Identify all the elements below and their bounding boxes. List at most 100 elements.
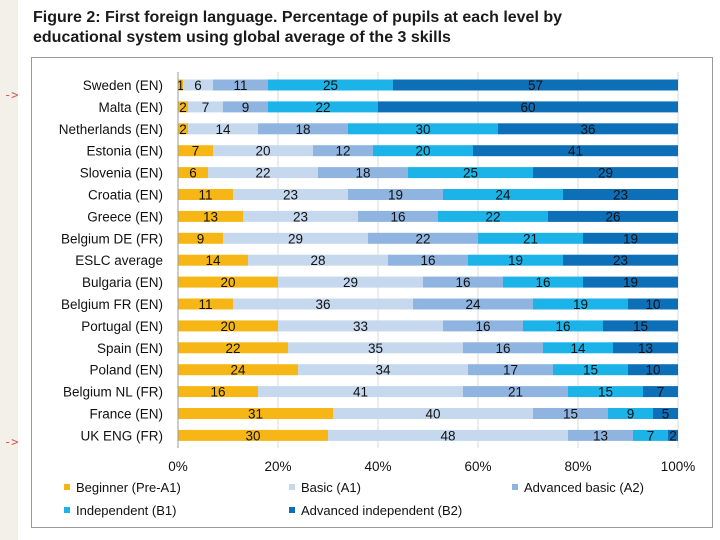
bar-segment — [568, 386, 643, 398]
data-label: 19 — [508, 253, 523, 268]
data-label: 31 — [248, 407, 263, 422]
data-label: 13 — [638, 341, 653, 356]
data-label: 29 — [343, 275, 358, 290]
data-label: 22 — [225, 341, 240, 356]
data-label: 21 — [523, 231, 538, 246]
bar-segment — [178, 232, 223, 244]
bar-segment — [188, 101, 223, 113]
bar-segment — [498, 123, 678, 135]
data-label: 24 — [230, 363, 246, 378]
category-label: Slovenia (EN) — [80, 166, 163, 181]
data-label: 19 — [623, 231, 638, 246]
data-label: 5 — [662, 407, 670, 422]
bar-segment — [313, 145, 373, 157]
left-margin-strip — [0, 0, 18, 540]
bar-segment — [288, 342, 463, 354]
data-label: 10 — [645, 297, 660, 312]
bar-segment — [443, 189, 563, 200]
category-label: Croatia (EN) — [88, 188, 163, 203]
bar-segment — [178, 210, 243, 222]
data-label: 7 — [192, 144, 200, 159]
legend-swatch — [64, 507, 70, 513]
bar-segment — [178, 386, 258, 398]
data-label: 22 — [315, 100, 330, 115]
bar-segment — [358, 210, 438, 222]
bar-segment — [348, 123, 498, 135]
data-label: 11 — [198, 297, 212, 312]
bar-segment — [563, 254, 678, 266]
data-label: 20 — [220, 275, 235, 290]
data-label: 40 — [425, 407, 440, 422]
category-label: Portugal (EN) — [81, 319, 163, 334]
bar-segment — [278, 320, 443, 332]
bar-segment — [423, 276, 503, 288]
bar-segment — [333, 408, 533, 419]
data-label: 1 — [177, 78, 185, 93]
data-label: 9 — [627, 407, 635, 422]
data-label: 22 — [415, 231, 430, 246]
data-label: 21 — [508, 385, 523, 400]
data-label: 25 — [463, 166, 478, 181]
data-label: 9 — [197, 231, 205, 246]
category-label: Sweden (EN) — [83, 78, 163, 93]
data-label: 7 — [657, 385, 665, 400]
bar-segment — [178, 429, 328, 441]
data-label: 10 — [645, 363, 660, 378]
bar-segment — [268, 101, 378, 113]
legend-swatch — [512, 484, 518, 490]
legend-label: Basic (A1) — [301, 480, 361, 495]
bar-segment — [178, 364, 298, 376]
data-label: 23 — [613, 188, 628, 203]
category-label: Belgium FR (EN) — [61, 297, 163, 312]
bar-segment — [393, 79, 678, 91]
bar-segment — [583, 232, 678, 244]
data-label: 41 — [568, 144, 583, 159]
data-label: 23 — [283, 188, 298, 203]
category-label: Greece (EN) — [87, 209, 163, 224]
x-tick-label: 80% — [564, 459, 591, 474]
bar-segment — [258, 386, 463, 398]
data-label: 24 — [495, 188, 511, 203]
data-label: 15 — [598, 385, 613, 400]
bar-segment — [368, 232, 478, 244]
data-label: 2 — [179, 100, 187, 115]
arrow-marker-top: -> — [4, 88, 19, 102]
data-label: 15 — [633, 319, 648, 334]
bar-segment — [533, 167, 678, 179]
data-label: 24 — [465, 297, 481, 312]
bar-segment — [233, 298, 413, 310]
legend-swatch — [289, 484, 295, 490]
bar-segment — [348, 189, 443, 200]
bar-segment — [613, 342, 678, 354]
x-tick-label: 20% — [264, 459, 291, 474]
bar-segment — [318, 167, 408, 179]
data-label: 14 — [570, 341, 586, 356]
bar-segment — [473, 145, 678, 157]
bar-segment — [188, 123, 258, 135]
bar-segment — [413, 298, 533, 310]
data-label: 41 — [353, 385, 368, 400]
legend-label: Advanced basic (A2) — [524, 480, 644, 495]
data-label: 18 — [295, 122, 310, 137]
data-label: 30 — [415, 122, 430, 137]
figure-title-line-1: Figure 2: First foreign language. Percen… — [33, 9, 563, 26]
category-label: Estonia (EN) — [86, 144, 163, 159]
data-label: 35 — [368, 341, 383, 356]
bar-segment — [633, 429, 668, 441]
bar-segment — [178, 123, 188, 135]
bar-segment — [523, 320, 603, 332]
data-label: 16 — [455, 275, 470, 290]
x-tick-label: 60% — [464, 459, 491, 474]
bar-segment — [178, 254, 248, 266]
legend-swatch — [64, 484, 70, 490]
category-label: Belgium DE (FR) — [61, 231, 163, 246]
data-label: 29 — [288, 231, 303, 246]
data-label: 11 — [198, 188, 212, 203]
bar-segment — [178, 101, 188, 113]
bar-segment — [463, 342, 543, 354]
category-label: Belgium NL (FR) — [63, 385, 163, 400]
category-label: Netherlands (EN) — [59, 122, 163, 137]
bar-segment — [478, 232, 583, 244]
data-label: 14 — [205, 253, 221, 268]
data-label: 6 — [189, 166, 197, 181]
